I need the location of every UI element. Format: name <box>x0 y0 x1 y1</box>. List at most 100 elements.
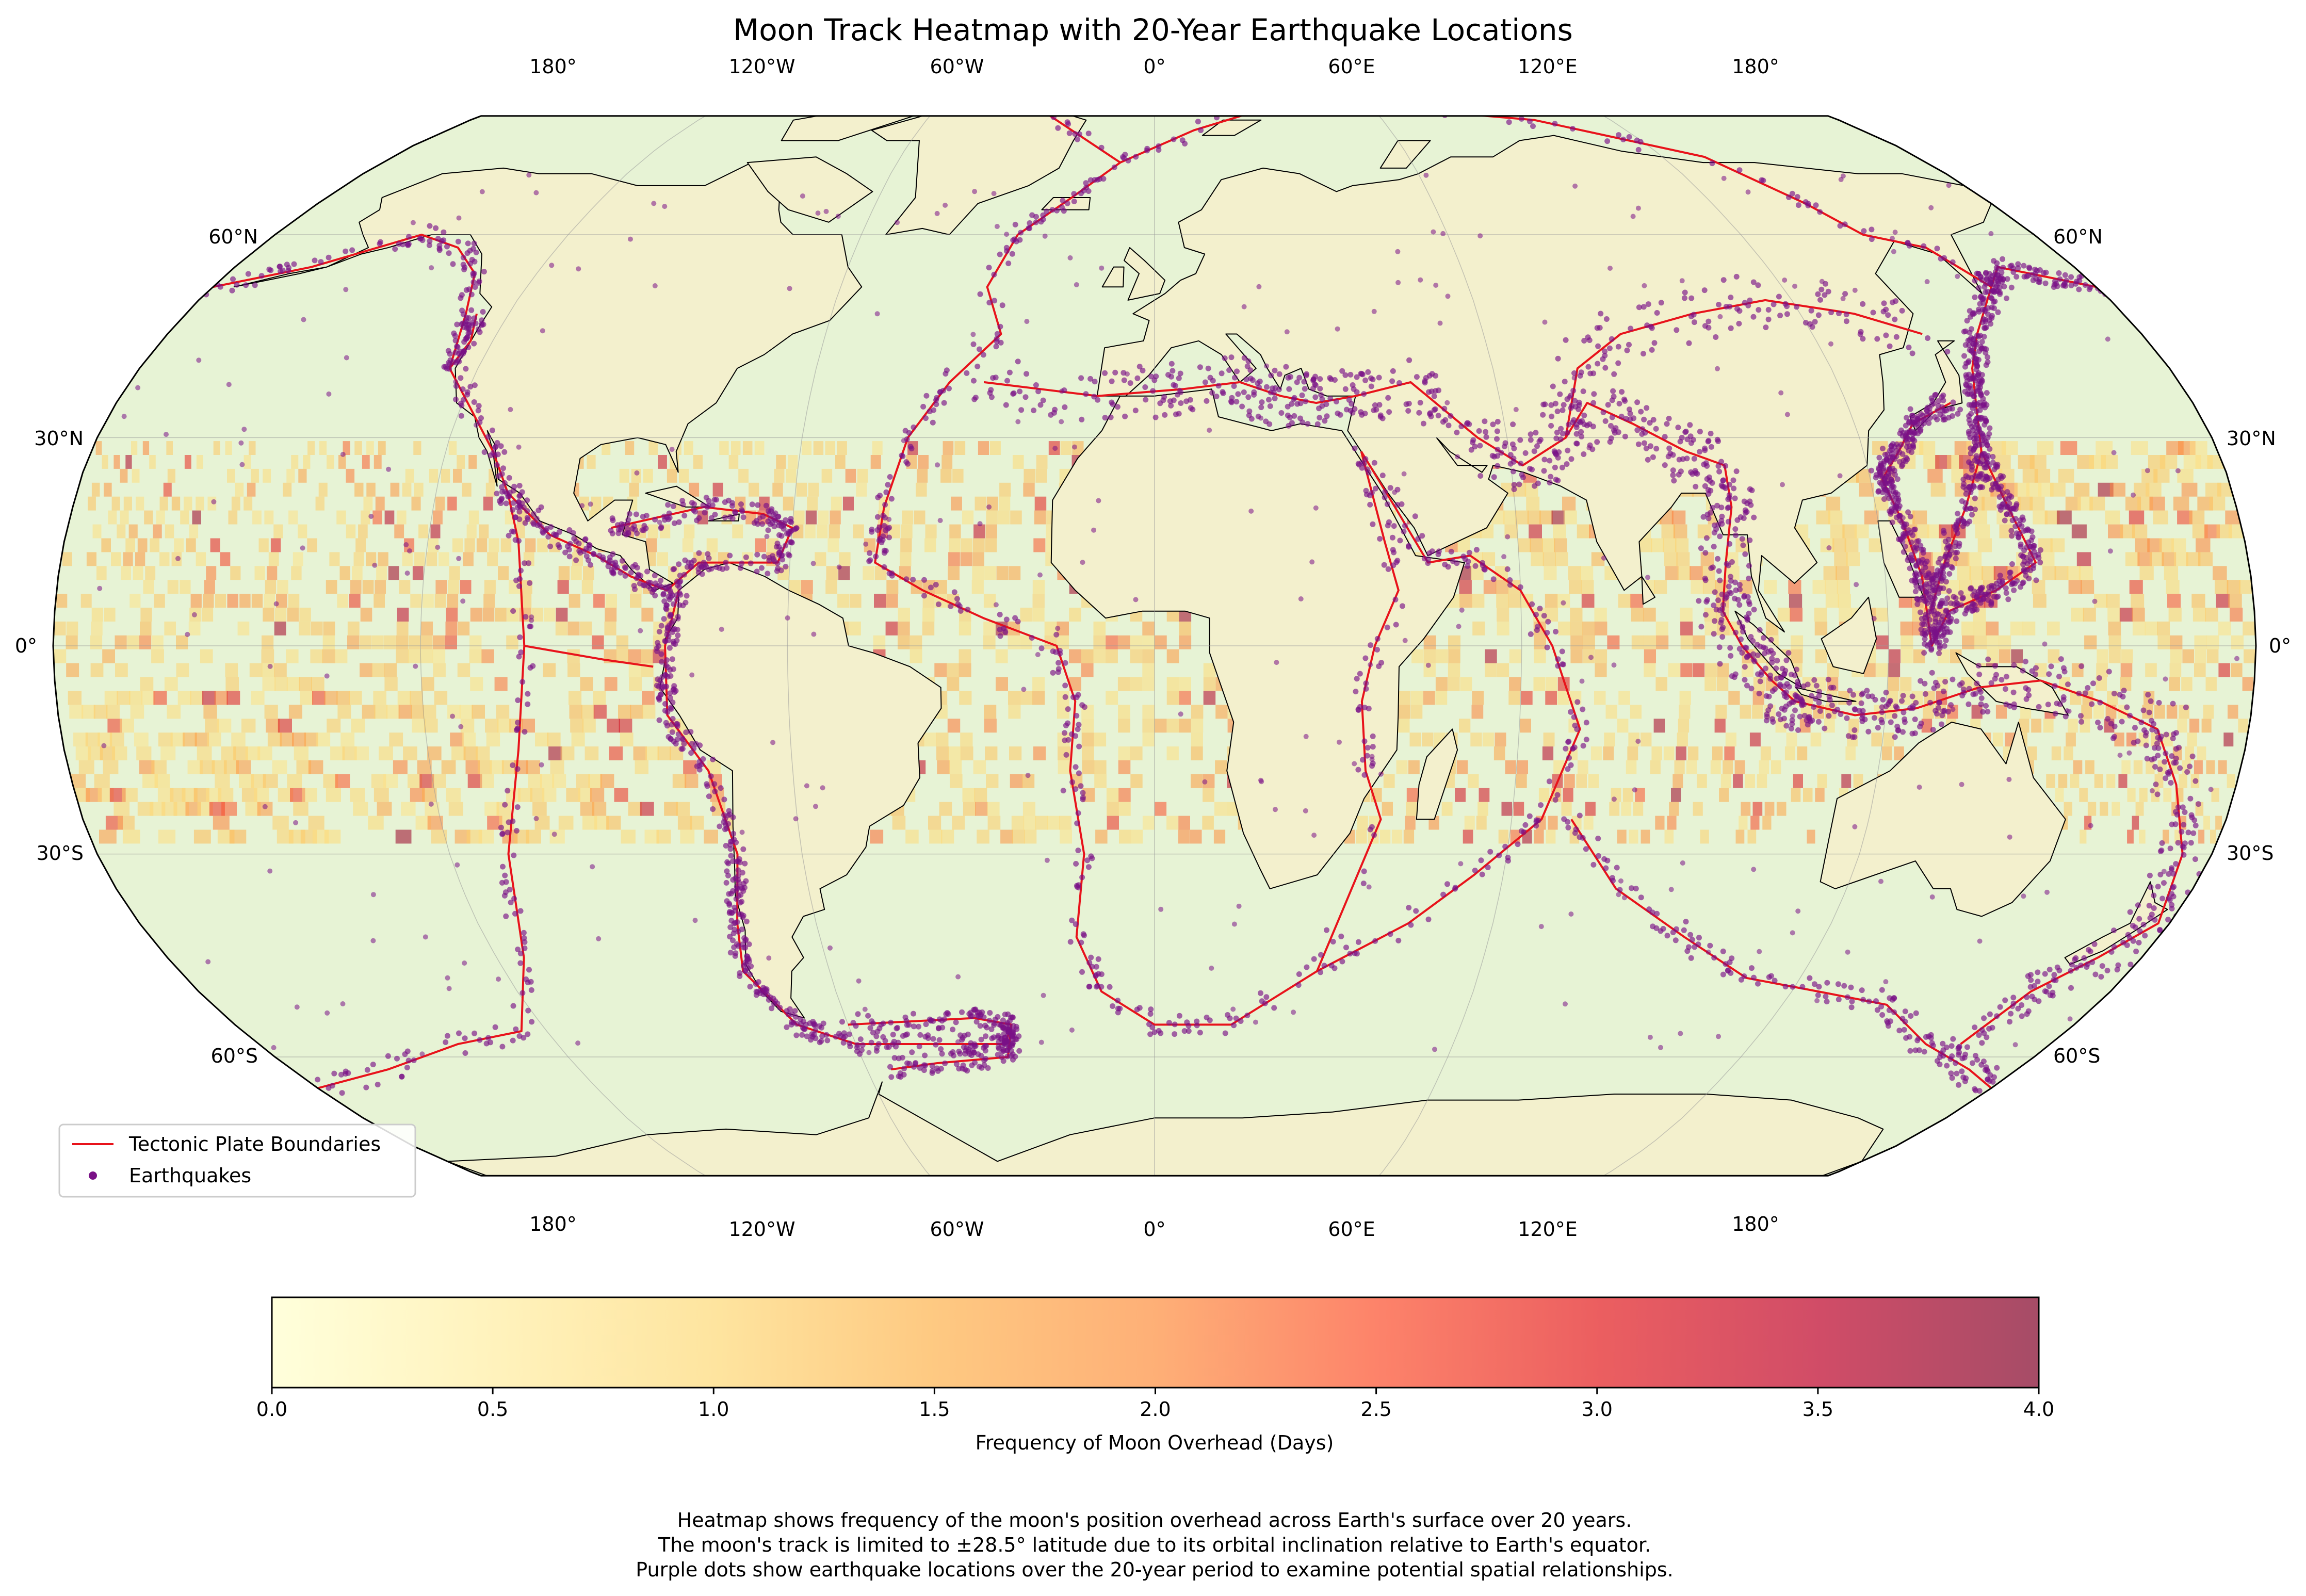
heatmap-cell <box>1655 816 1665 830</box>
heatmap-cell <box>1789 594 1802 608</box>
heatmap-cell <box>566 788 580 802</box>
earthquake-dot <box>1950 609 1956 615</box>
earthquake-dot <box>2166 771 2172 777</box>
earthquake-dot <box>1907 705 1913 711</box>
heatmap-cell <box>414 552 425 566</box>
heatmap-cell <box>1009 746 1022 760</box>
earthquake-dot <box>1719 591 1725 597</box>
heatmap-cell <box>2029 496 2045 511</box>
heatmap-cell <box>783 496 794 511</box>
earthquake-dot <box>1720 611 1726 617</box>
heatmap-cell <box>274 677 288 691</box>
earthquake-dot <box>2110 735 2116 741</box>
earthquake-dot <box>1996 284 2003 290</box>
heatmap-cell <box>1568 566 1581 580</box>
heatmap-cell <box>263 774 278 788</box>
earthquake-dot <box>1581 451 1587 457</box>
earthquake-dot <box>1547 480 1553 486</box>
heatmap-cell <box>947 663 959 677</box>
earthquake-dot <box>2008 494 2015 500</box>
heatmap-cell <box>593 705 607 719</box>
earthquake-dot <box>2002 686 2008 692</box>
heatmap-cell <box>396 510 407 525</box>
heatmap-cell <box>732 524 743 539</box>
earthquake-dot <box>1827 697 1833 703</box>
earthquake-dot <box>2041 270 2047 276</box>
heatmap-cell <box>184 455 191 469</box>
heatmap-cell <box>948 566 960 580</box>
earthquake-dot <box>1989 315 1995 321</box>
heatmap-cell <box>1460 677 1472 691</box>
heatmap-cell <box>1422 732 1434 747</box>
earthquake-dot <box>1983 703 1989 709</box>
earthquake-dot <box>2152 917 2158 923</box>
earthquake-dot <box>2179 829 2185 835</box>
heatmap-cell <box>1677 732 1688 747</box>
heatmap-cell <box>1082 760 1095 774</box>
heatmap-cell <box>479 524 489 539</box>
earthquake-dot <box>712 788 718 794</box>
heatmap-cell <box>204 580 215 594</box>
heatmap-cell <box>629 677 642 691</box>
earthquake-dot <box>2089 701 2095 707</box>
earthquake-dot <box>2018 584 2024 590</box>
earthquake-dot <box>1713 607 1719 613</box>
heatmap-cell <box>1527 510 1541 525</box>
heatmap-cell <box>2149 496 2165 511</box>
heatmap-cell <box>2201 719 2212 733</box>
heatmap-cell <box>2194 635 2207 649</box>
heatmap-cell <box>2058 468 2074 483</box>
heatmap-cell <box>167 468 175 483</box>
earthquake-dot <box>1764 713 1770 720</box>
heatmap-cell <box>936 746 949 760</box>
earthquake-dot <box>2078 719 2085 725</box>
earthquake-dot <box>1300 419 1306 426</box>
earthquake-dot <box>1975 662 1982 669</box>
earthquake-dot <box>1747 537 1753 543</box>
earthquake-dot <box>1934 711 1940 717</box>
earthquake-dot <box>1698 545 1704 551</box>
heatmap-cell <box>1501 802 1513 816</box>
earthquake-dot <box>1454 429 1460 435</box>
heatmap-cell <box>432 510 443 525</box>
heatmap-cell <box>111 496 120 511</box>
earthquake-dot <box>2052 683 2058 689</box>
heatmap-cell <box>552 774 566 788</box>
heatmap-cell <box>1853 774 1863 788</box>
heatmap-cell <box>1919 441 1936 455</box>
heatmap-cell <box>835 455 846 469</box>
heatmap-cell <box>1838 594 1851 608</box>
earthquake-dot <box>1602 418 1609 424</box>
earthquake-dot <box>2162 759 2168 765</box>
heatmap-cell <box>92 524 102 539</box>
heatmap-cell <box>928 816 941 830</box>
earthquake-dot <box>1605 402 1611 408</box>
earthquake-dot <box>1957 406 1963 413</box>
earthquake-dot <box>1517 437 1523 443</box>
earthquake-dot <box>1727 541 1733 547</box>
earthquake-dot <box>1876 465 1882 471</box>
heatmap-cell <box>1166 816 1178 830</box>
earthquake-dot <box>1899 698 1905 704</box>
earthquake-dot <box>1580 388 1586 395</box>
earthquake-dot <box>1751 607 1757 613</box>
heatmap-cell <box>2215 816 2222 830</box>
earthquake-dot <box>2056 674 2062 679</box>
heatmap-cell <box>225 663 238 677</box>
earthquake-dot <box>2154 791 2161 797</box>
heatmap-cell <box>1179 621 1192 636</box>
heatmap-cell <box>685 774 699 788</box>
earthquake-dot <box>1511 486 1517 492</box>
earthquake-dot <box>1619 389 1625 395</box>
heatmap-cell <box>535 732 549 747</box>
earthquake-dot <box>1491 474 1497 480</box>
earthquake-dot <box>2146 903 2152 909</box>
earthquake-dot <box>656 643 661 649</box>
earthquake-dot <box>2026 692 2032 698</box>
heatmap-cell <box>1215 705 1228 719</box>
earthquake-dot <box>1976 671 1983 677</box>
earthquake-dot <box>2007 1019 2012 1025</box>
heatmap-cell <box>322 649 335 663</box>
heatmap-cell <box>291 455 299 469</box>
heatmap-cell <box>580 677 593 691</box>
